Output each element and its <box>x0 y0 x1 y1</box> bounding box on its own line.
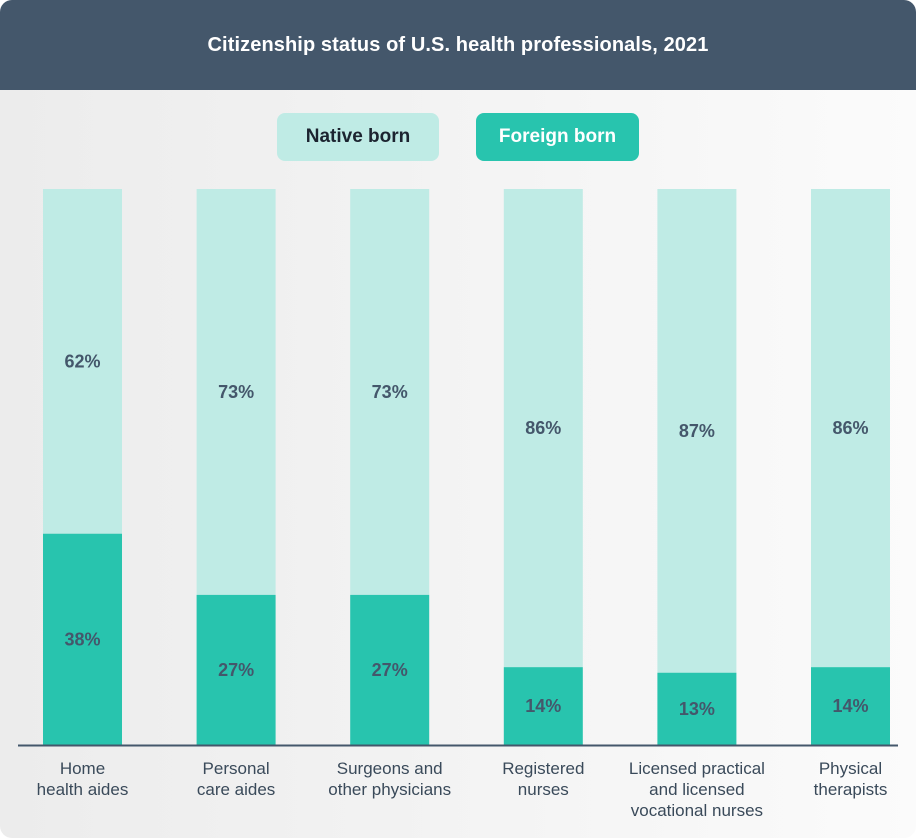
label-native-4: 87% <box>679 421 715 441</box>
category-label-0-1: health aides <box>37 780 129 799</box>
category-label-4-1: and licensed <box>649 780 744 799</box>
legend-native-born: Native born <box>277 113 439 161</box>
chart-title: Citizenship status of U.S. health profes… <box>207 33 709 56</box>
bar-native-4 <box>657 189 737 673</box>
label-native-3: 86% <box>525 418 561 438</box>
label-foreign-4: 13% <box>679 699 715 719</box>
category-label-3-0: Registered <box>502 759 584 778</box>
label-native-5: 86% <box>832 418 868 438</box>
bar-native-5 <box>811 189 890 668</box>
bar-native-3 <box>503 189 583 668</box>
bar-native-0 <box>43 189 122 534</box>
bar-native-1 <box>196 189 276 595</box>
label-native-0: 62% <box>64 351 100 371</box>
category-label-2-0: Surgeons and <box>337 759 443 778</box>
label-foreign-3: 14% <box>525 696 561 716</box>
label-native-2: 73% <box>372 382 408 402</box>
chart-header: Citizenship status of U.S. health profes… <box>0 0 916 90</box>
bar-foreign-5 <box>811 667 890 745</box>
label-foreign-1: 27% <box>218 660 254 680</box>
label-foreign-2: 27% <box>372 660 408 680</box>
label-foreign-5: 14% <box>832 696 868 716</box>
bar-foreign-3 <box>503 667 583 745</box>
category-label-5-1: therapists <box>814 780 888 799</box>
category-label-1-0: Personal <box>203 759 270 778</box>
bar-foreign-4 <box>657 672 737 745</box>
bar-foreign-0 <box>43 533 122 745</box>
bar-foreign-1 <box>196 594 276 745</box>
category-label-5-0: Physical <box>819 759 882 778</box>
bar-foreign-2 <box>350 594 430 745</box>
bar-native-2 <box>350 189 430 595</box>
category-label-2-1: other physicians <box>328 780 451 799</box>
category-label-4-2: vocational nurses <box>631 801 763 820</box>
legend-foreign-born: Foreign born <box>476 113 639 161</box>
label-native-1: 73% <box>218 382 254 402</box>
label-foreign-0: 38% <box>64 629 100 649</box>
category-label-4-0: Licensed practical <box>629 759 765 778</box>
category-label-3-1: nurses <box>518 780 569 799</box>
category-label-0-0: Home <box>60 759 105 778</box>
category-label-1-1: care aides <box>197 780 275 799</box>
